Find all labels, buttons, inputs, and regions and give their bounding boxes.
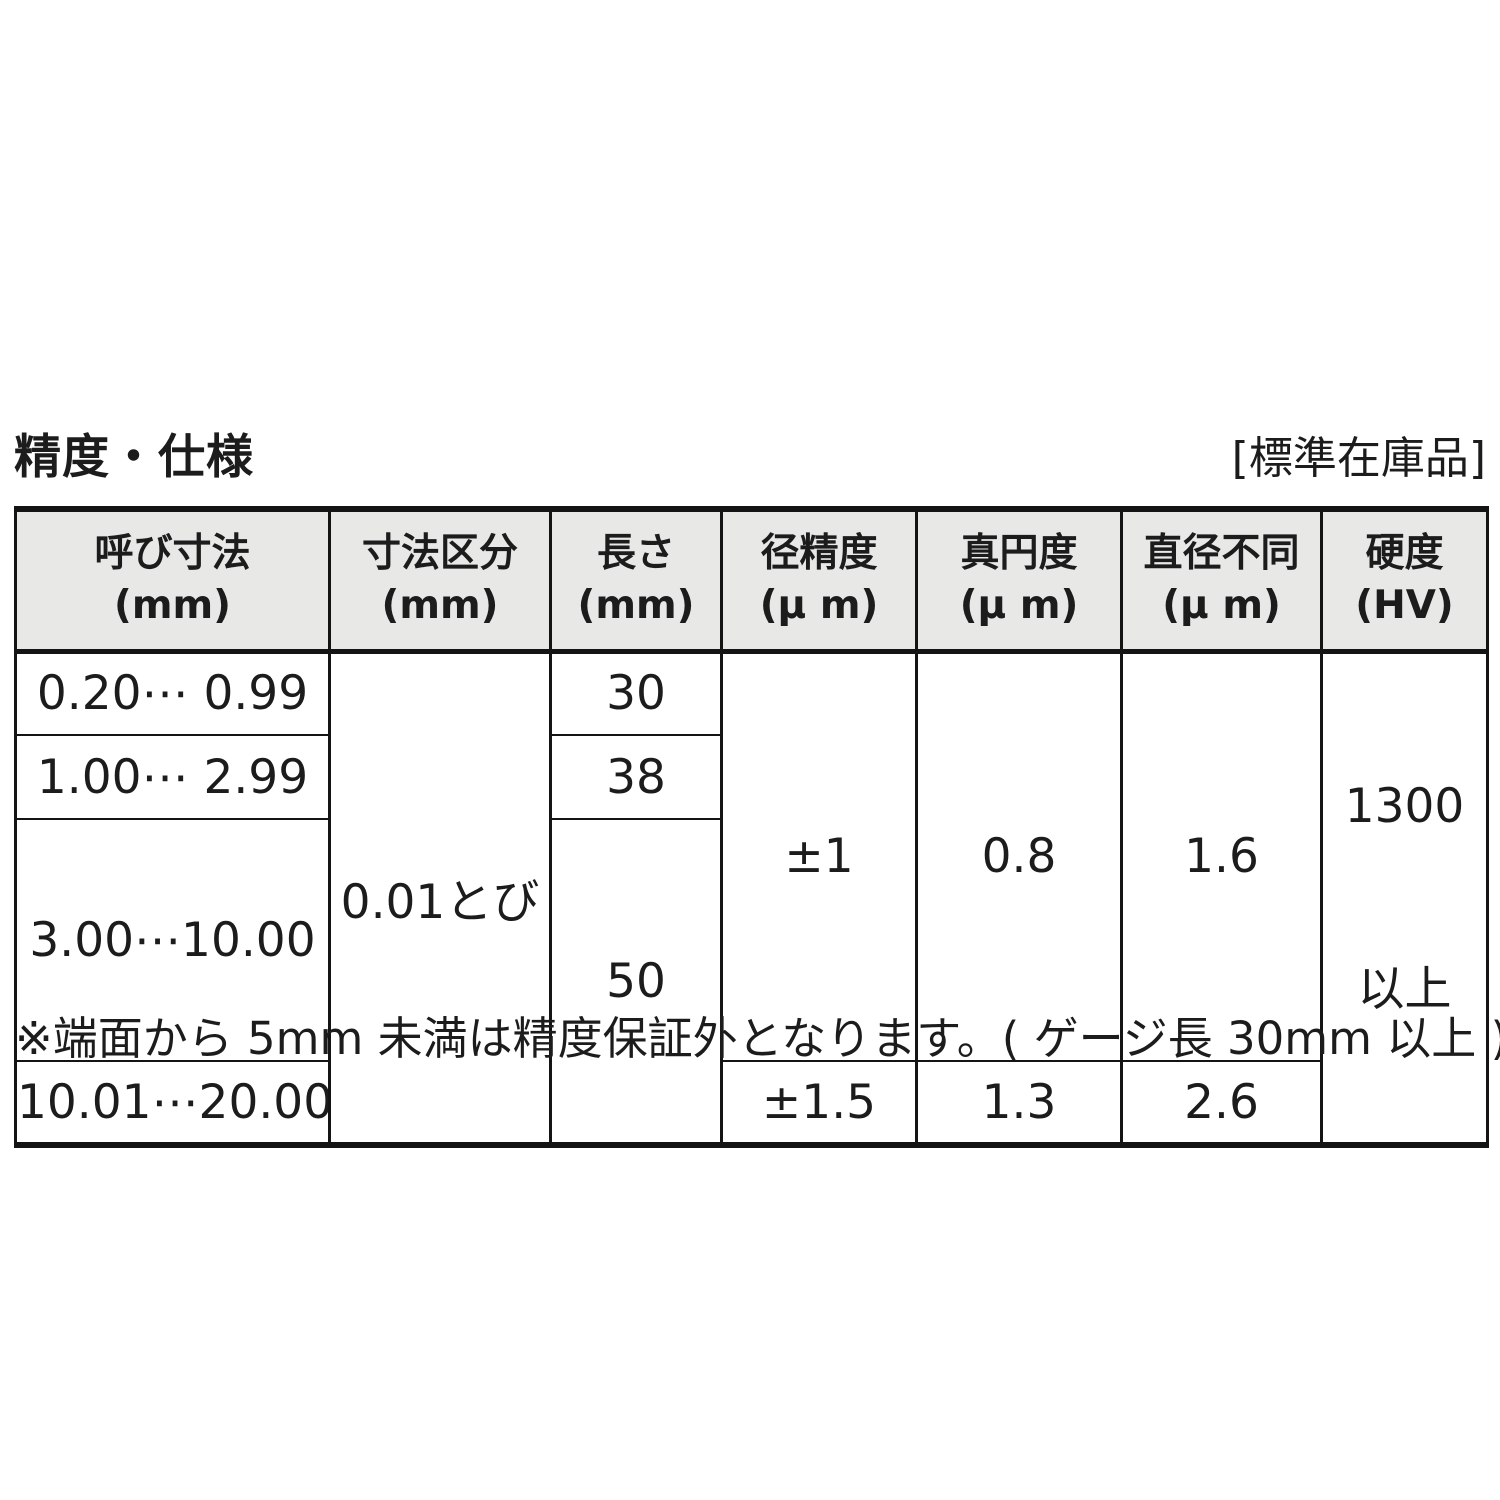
accuracy-footnote: ※端面から 5mm 未満は精度保証外となります。( ゲージ長 30mm 以上 ) bbox=[15, 1012, 1500, 1065]
header-unit: (mm) bbox=[114, 583, 231, 629]
header-title: 硬度 bbox=[1365, 530, 1444, 576]
cell-nominal-size-3: 3.00⋯10.00 bbox=[14, 817, 331, 1063]
cell-dia-accuracy-large: ±1.5 bbox=[720, 1060, 918, 1147]
hardness-suffix: 以上 bbox=[1357, 961, 1452, 1017]
cell-roundness-large: 1.3 bbox=[915, 1060, 1123, 1147]
table-row: 3.00⋯10.00 50 bbox=[14, 817, 1488, 1147]
cell-size-step: 0.01とび bbox=[328, 649, 552, 1147]
cell-nominal-size-4: 10.01⋯20.00 bbox=[14, 1060, 331, 1147]
cell-length-38: 38 bbox=[549, 734, 723, 820]
header-cell-length: 長さ (mm) bbox=[549, 508, 723, 654]
cell-dia-accuracy-small: ±1 bbox=[720, 649, 918, 1063]
header-cell-nominal-size: 呼び寸法 (mm) bbox=[14, 508, 331, 654]
header-unit: (mm) bbox=[381, 583, 499, 629]
page-title: 精度・仕様 bbox=[14, 430, 254, 485]
cell-nominal-size-2: 1.00⋯ 2.99 bbox=[14, 734, 331, 820]
header-unit: (μ m) bbox=[1162, 583, 1281, 629]
cell-length-30: 30 bbox=[549, 650, 723, 736]
spec-table: 呼び寸法 (mm) 寸法区分 (mm) 長さ (mm) 径精度 (μ m) 真円… bbox=[14, 506, 1489, 1149]
header-unit: (HV) bbox=[1355, 583, 1454, 629]
title-bar: 精度・仕様 [標準在庫品] bbox=[14, 430, 1486, 486]
header-unit: (mm) bbox=[577, 583, 695, 629]
header-row: 呼び寸法 (mm) 寸法区分 (mm) 長さ (mm) 径精度 (μ m) 真円… bbox=[14, 508, 1489, 654]
cell-dia-variation-large: 2.6 bbox=[1120, 1060, 1323, 1147]
header-title: 長さ bbox=[596, 530, 675, 576]
hardness-value: 1300 bbox=[1344, 778, 1465, 834]
cell-length-50: 50 bbox=[549, 817, 723, 1147]
cell-dia-variation-small: 1.6 bbox=[1120, 649, 1323, 1063]
header-cell-dia-accuracy: 径精度 (μ m) bbox=[720, 508, 918, 654]
cell-roundness-small: 0.8 bbox=[915, 649, 1123, 1063]
header-unit: (μ m) bbox=[959, 583, 1079, 629]
header-title: 真円度 bbox=[960, 530, 1078, 576]
header-title: 直径不同 bbox=[1143, 530, 1300, 576]
header-cell-roundness: 真円度 (μ m) bbox=[915, 508, 1123, 654]
header-title: 径精度 bbox=[760, 530, 878, 576]
header-unit: (μ m) bbox=[759, 583, 879, 629]
cell-nominal-size-1: 0.20⋯ 0.99 bbox=[14, 650, 331, 736]
header-title: 寸法区分 bbox=[361, 530, 518, 576]
table-row: 1.00⋯ 2.99 38 bbox=[14, 734, 1488, 820]
header-cell-dia-variation: 直径不同 (μ m) bbox=[1120, 508, 1323, 654]
header-cell-size-step: 寸法区分 (mm) bbox=[328, 508, 552, 654]
header-title: 呼び寸法 bbox=[94, 530, 251, 576]
table-row: 10.01⋯20.00 ±1.5 1.3 2.6 bbox=[14, 1060, 1488, 1147]
spec-table-header: 呼び寸法 (mm) 寸法区分 (mm) 長さ (mm) 径精度 (μ m) 真円… bbox=[14, 508, 1489, 654]
cell-hardness: 1300 以上 bbox=[1320, 649, 1489, 1147]
stock-status-label: [標準在庫品] bbox=[1231, 433, 1486, 485]
header-cell-hardness: 硬度 (HV) bbox=[1320, 508, 1489, 654]
spec-table-body: 0.20⋯ 0.99 0.01とび 30 ±1 0.8 1.6 1300 以上 … bbox=[14, 649, 1489, 1147]
table-row: 0.20⋯ 0.99 0.01とび 30 ±1 0.8 1.6 1300 以上 bbox=[14, 649, 1489, 1147]
